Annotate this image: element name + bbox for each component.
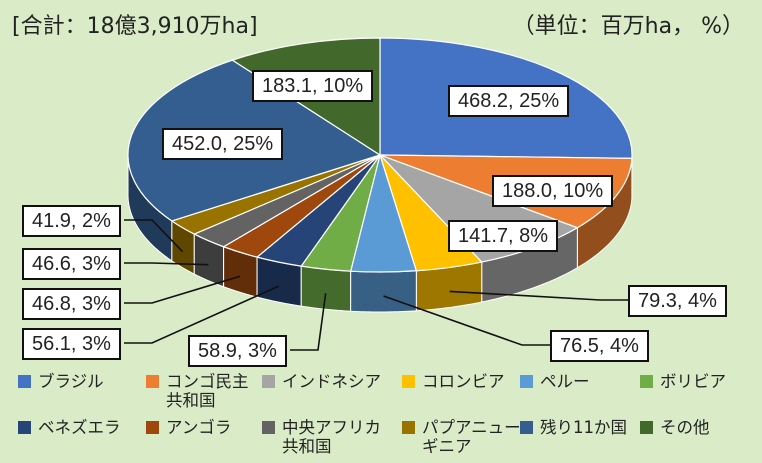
legend-swatch-11 (640, 421, 653, 434)
legend-text-3: コロンビア (422, 372, 505, 391)
legend-item-3: コロンビア (402, 372, 505, 391)
legend-item-7: アンゴラ (146, 418, 231, 437)
data-label-6: 56.1, 3% (22, 328, 121, 360)
legend-item-5: ボリビア (640, 372, 726, 391)
legend-text-5: ボリビア (660, 372, 726, 391)
legend-text-7: アンゴラ (166, 418, 232, 437)
data-label-7: 46.8, 3% (22, 288, 121, 320)
leader-line-8 (124, 262, 209, 266)
legend-text-9: パプアニュー ギニア (422, 418, 521, 456)
data-label-1: 188.0, 10% (492, 175, 614, 207)
data-label-2: 141.7, 8% (448, 220, 559, 252)
legend-item-8: 中央アフリカ 共和国 (262, 418, 381, 456)
legend-item-11: その他 (640, 418, 710, 437)
legend-text-11: その他 (660, 418, 710, 437)
legend-swatch-1 (146, 375, 159, 388)
leader-line-7 (124, 275, 241, 304)
leader-line-5 (290, 293, 327, 351)
data-label-5: 58.9, 3% (188, 335, 287, 367)
data-label-11: 183.1, 10% (252, 70, 374, 102)
legend-text-6: ベネズエラ (38, 418, 121, 437)
legend-item-10: 残り11か国 (520, 418, 627, 437)
legend-item-6: ベネズエラ (18, 418, 121, 437)
legend: ブラジル コンゴ民主 共和国 インドネシア コロンビア ペルー ボリビアベネズエラ アンゴラ… (0, 368, 762, 463)
slice-side-4 (350, 270, 417, 313)
legend-swatch-0 (18, 375, 31, 388)
legend-text-2: インドネシア (282, 372, 381, 391)
legend-text-4: ペルー (540, 372, 590, 391)
total-label: [合計：18億3,910万ha] (12, 14, 258, 39)
legend-swatch-7 (146, 421, 159, 434)
legend-item-4: ペルー (520, 372, 590, 391)
legend-swatch-4 (520, 375, 533, 388)
legend-swatch-5 (640, 375, 653, 388)
data-label-10: 452.0, 25% (162, 128, 284, 160)
data-label-9: 41.9, 2% (22, 205, 121, 237)
legend-item-2: インドネシア (262, 372, 381, 391)
leader-line-6 (124, 285, 280, 344)
leader-line-4 (383, 295, 552, 346)
slice-side-5 (300, 265, 352, 312)
leader-line-9 (124, 219, 184, 253)
data-label-0: 468.2, 25% (448, 85, 570, 117)
leader-line-3 (449, 290, 630, 301)
legend-swatch-8 (262, 421, 275, 434)
data-label-4: 76.5, 4% (550, 330, 649, 362)
legend-text-10: 残り11か国 (540, 418, 627, 437)
data-label-3: 79.3, 4% (628, 285, 727, 317)
legend-swatch-9 (402, 421, 415, 434)
legend-text-8: 中央アフリカ 共和国 (282, 418, 381, 456)
leader-lines (124, 219, 630, 351)
legend-swatch-10 (520, 421, 533, 434)
legend-swatch-6 (18, 421, 31, 434)
unit-label: （単位：百万ha， %） (512, 14, 744, 39)
legend-item-1: コンゴ民主 共和国 (146, 372, 249, 410)
legend-item-0: ブラジル (18, 372, 104, 391)
legend-swatch-2 (262, 375, 275, 388)
legend-swatch-3 (402, 375, 415, 388)
legend-text-1: コンゴ民主 共和国 (166, 372, 249, 410)
legend-text-0: ブラジル (38, 372, 104, 391)
data-label-8: 46.6, 3% (22, 248, 121, 280)
legend-item-9: パプアニュー ギニア (402, 418, 521, 456)
